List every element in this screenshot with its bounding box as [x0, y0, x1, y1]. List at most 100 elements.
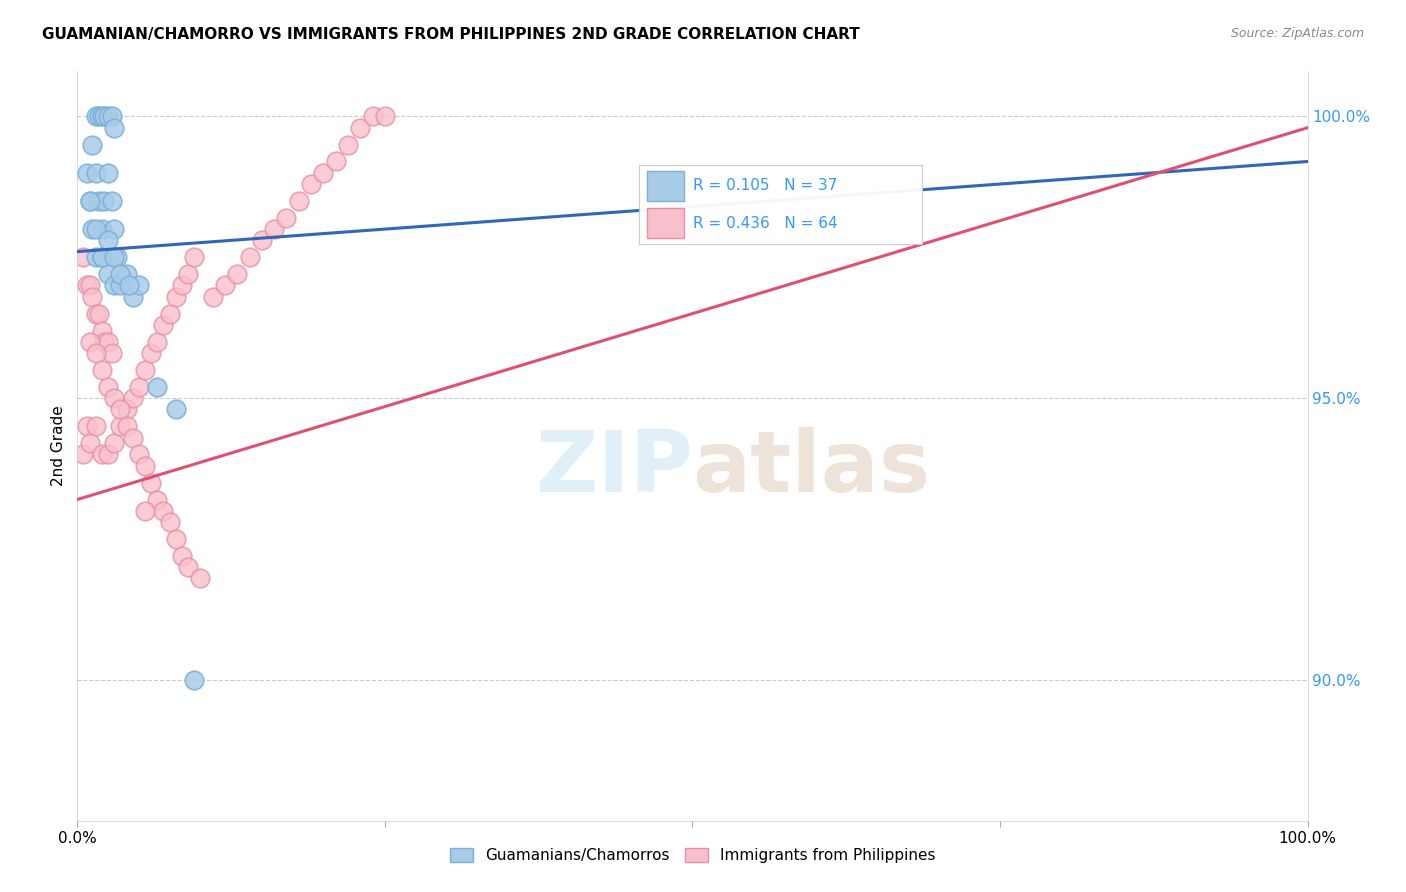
Point [121, 391, 143, 405]
Point [159, 515, 181, 529]
Point [177, 560, 200, 574]
Point [250, 233, 273, 247]
Point [110, 419, 132, 434]
Point [89, 307, 111, 321]
Point [84, 307, 107, 321]
Point [299, 177, 322, 191]
Point [349, 120, 371, 135]
Point [84, 250, 107, 264]
Point [263, 222, 285, 236]
Point [165, 290, 187, 304]
Point [103, 278, 125, 293]
Point [165, 532, 187, 546]
Point [128, 380, 150, 394]
Point [97, 166, 120, 180]
Point [76, 278, 98, 293]
Point [110, 278, 132, 293]
Point [97, 267, 120, 281]
Text: atlas: atlas [693, 427, 931, 510]
Point [134, 458, 156, 473]
Point [101, 346, 124, 360]
Point [97, 334, 120, 349]
Point [103, 391, 125, 405]
Point [90, 222, 114, 236]
Point [188, 571, 212, 585]
Point [84, 110, 107, 124]
Point [84, 346, 107, 360]
Text: ZIP: ZIP [534, 427, 693, 510]
Point [134, 504, 156, 518]
Point [115, 402, 138, 417]
Point [146, 334, 169, 349]
Point [170, 549, 193, 563]
Point [90, 324, 114, 338]
Point [79, 334, 101, 349]
Point [79, 278, 101, 293]
Point [170, 278, 193, 293]
Point [84, 419, 107, 434]
Point [361, 110, 384, 124]
Text: Source: ZipAtlas.com: Source: ZipAtlas.com [1230, 27, 1364, 40]
Point [90, 110, 114, 124]
Point [141, 475, 163, 490]
Text: GUAMANIAN/CHAMORRO VS IMMIGRANTS FROM PHILIPPINES 2ND GRADE CORRELATION CHART: GUAMANIAN/CHAMORRO VS IMMIGRANTS FROM PH… [42, 27, 860, 42]
Point [146, 380, 169, 394]
Point [134, 363, 156, 377]
Point [82, 222, 104, 236]
Bar [647, 208, 685, 238]
Point [93, 334, 115, 349]
Legend: Guamanians/Chamorros, Immigrants from Philippines: Guamanians/Chamorros, Immigrants from Ph… [443, 842, 942, 869]
Point [90, 363, 114, 377]
Text: R = 0.105   N = 37: R = 0.105 N = 37 [693, 178, 837, 194]
Point [79, 436, 101, 450]
Point [72, 447, 94, 461]
Point [226, 267, 249, 281]
Text: R = 0.436   N = 64: R = 0.436 N = 64 [693, 216, 838, 230]
Point [97, 110, 120, 124]
Point [312, 166, 335, 180]
Point [103, 250, 125, 264]
Point [141, 346, 163, 360]
Point [76, 166, 98, 180]
Point [93, 110, 115, 124]
Point [337, 137, 360, 152]
Point [325, 154, 347, 169]
Point [90, 447, 114, 461]
Point [82, 290, 104, 304]
Point [121, 290, 143, 304]
Bar [647, 171, 685, 201]
Point [105, 250, 128, 264]
Point [239, 250, 262, 264]
Point [103, 436, 125, 450]
Point [118, 278, 141, 293]
Point [183, 250, 205, 264]
Point [115, 419, 138, 434]
Point [84, 166, 107, 180]
Point [76, 419, 98, 434]
Point [89, 194, 111, 208]
Point [101, 110, 124, 124]
Point [201, 290, 224, 304]
Point [128, 278, 150, 293]
Point [97, 380, 120, 394]
Point [90, 250, 114, 264]
Point [121, 431, 143, 445]
Point [146, 492, 169, 507]
Point [128, 447, 150, 461]
Point [103, 222, 125, 236]
Point [72, 250, 94, 264]
Point [152, 318, 174, 332]
Point [177, 267, 200, 281]
Point [288, 194, 311, 208]
Point [84, 222, 107, 236]
Point [97, 447, 120, 461]
Point [152, 504, 174, 518]
Point [110, 267, 132, 281]
Point [183, 673, 205, 687]
Point [93, 194, 115, 208]
Point [103, 120, 125, 135]
Point [165, 402, 187, 417]
Point [79, 194, 101, 208]
Point [276, 211, 298, 225]
Point [159, 307, 181, 321]
